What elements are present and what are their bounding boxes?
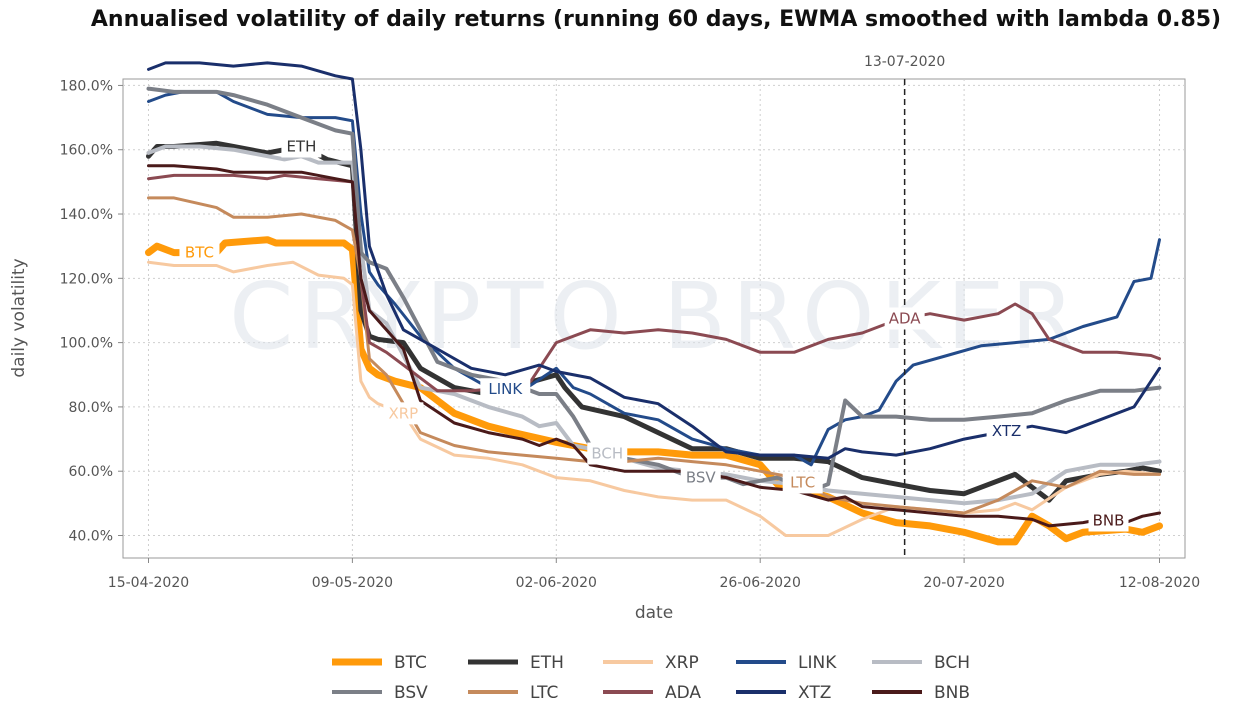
y-tick-label: 120.0%	[60, 271, 113, 287]
y-tick-label: 40.0%	[69, 528, 113, 544]
legend: BTC ETH XRP LINK BCH BSV LTC ADA XTZ BNB	[332, 653, 970, 703]
series-label-bg	[480, 378, 531, 401]
chart-title: Annualised volatility of daily returns (…	[91, 7, 1221, 32]
series-label-bg	[281, 135, 322, 158]
series-label-bsv: BSV	[686, 469, 717, 487]
series-label-bg	[383, 402, 424, 425]
grid-lines	[123, 79, 1185, 558]
y-tick-label: 80.0%	[69, 400, 113, 416]
series-label-link: LINK	[488, 380, 523, 398]
series-line-bnb	[147, 164, 1161, 528]
y-tick-label: 60.0%	[69, 464, 113, 480]
x-tick-label: 15-04-2020	[108, 575, 189, 591]
series-label-bnb: BNB	[1093, 511, 1125, 529]
series-line-ada	[147, 173, 1161, 393]
y-axis-label: daily volatility	[9, 258, 29, 377]
series-label-bg	[986, 420, 1027, 443]
x-tick-label: 20-07-2020	[923, 575, 1004, 591]
x-axis-label: date	[635, 603, 673, 623]
y-tick-label: 180.0%	[60, 78, 113, 94]
series-label-btc: BTC	[185, 244, 214, 262]
vertical-marker: 13-07-2020	[864, 54, 945, 558]
series-label-ltc: LTC	[790, 473, 815, 491]
series-label-ada: ADA	[889, 310, 922, 328]
series-label-xtz: XTZ	[992, 422, 1021, 440]
vline-label: 13-07-2020	[864, 54, 945, 70]
legend-label-link: LINK	[798, 653, 837, 673]
series-line-link	[147, 90, 1161, 467]
series-label-bg	[884, 307, 925, 330]
legend-label-eth: ETH	[530, 653, 564, 673]
series-label-xrp: XRP	[388, 404, 418, 422]
legend-label-bnb: BNB	[934, 683, 970, 703]
series-label-eth: ETH	[286, 138, 316, 156]
series-label-bg	[680, 466, 721, 489]
legend-label-bch: BCH	[934, 653, 970, 673]
legend-label-ltc: LTC	[530, 683, 558, 703]
series-label-bch: BCH	[591, 445, 623, 463]
series-label-bg	[179, 241, 220, 264]
x-tick-label: 26-06-2020	[720, 575, 801, 591]
legend-label-xtz: XTZ	[798, 683, 831, 703]
series-line-xrp	[147, 260, 1161, 537]
series-label-bg	[1088, 509, 1129, 532]
x-tick-label: 02-06-2020	[516, 575, 597, 591]
legend-label-bsv: BSV	[394, 683, 428, 703]
x-tick-label: 09-05-2020	[312, 575, 393, 591]
axis-ticks: 40.0% 60.0% 80.0% 100.0% 120.0% 140.0% 160.0% 1…	[60, 78, 1201, 591]
y-tick-label: 140.0%	[60, 207, 113, 223]
y-tick-label: 100.0%	[60, 336, 113, 352]
x-tick-label: 12-08-2020	[1119, 575, 1200, 591]
series-label-bg	[587, 442, 628, 465]
series-labels: BTC ETH XRP LINK BCH BSV LTC ADA XTZ BNB	[179, 135, 1129, 532]
legend-label-ada: ADA	[665, 683, 701, 703]
legend-label-xrp: XRP	[665, 653, 699, 673]
legend-label-btc: BTC	[394, 653, 427, 673]
series-label-bg	[782, 471, 823, 494]
y-tick-label: 160.0%	[60, 143, 113, 159]
